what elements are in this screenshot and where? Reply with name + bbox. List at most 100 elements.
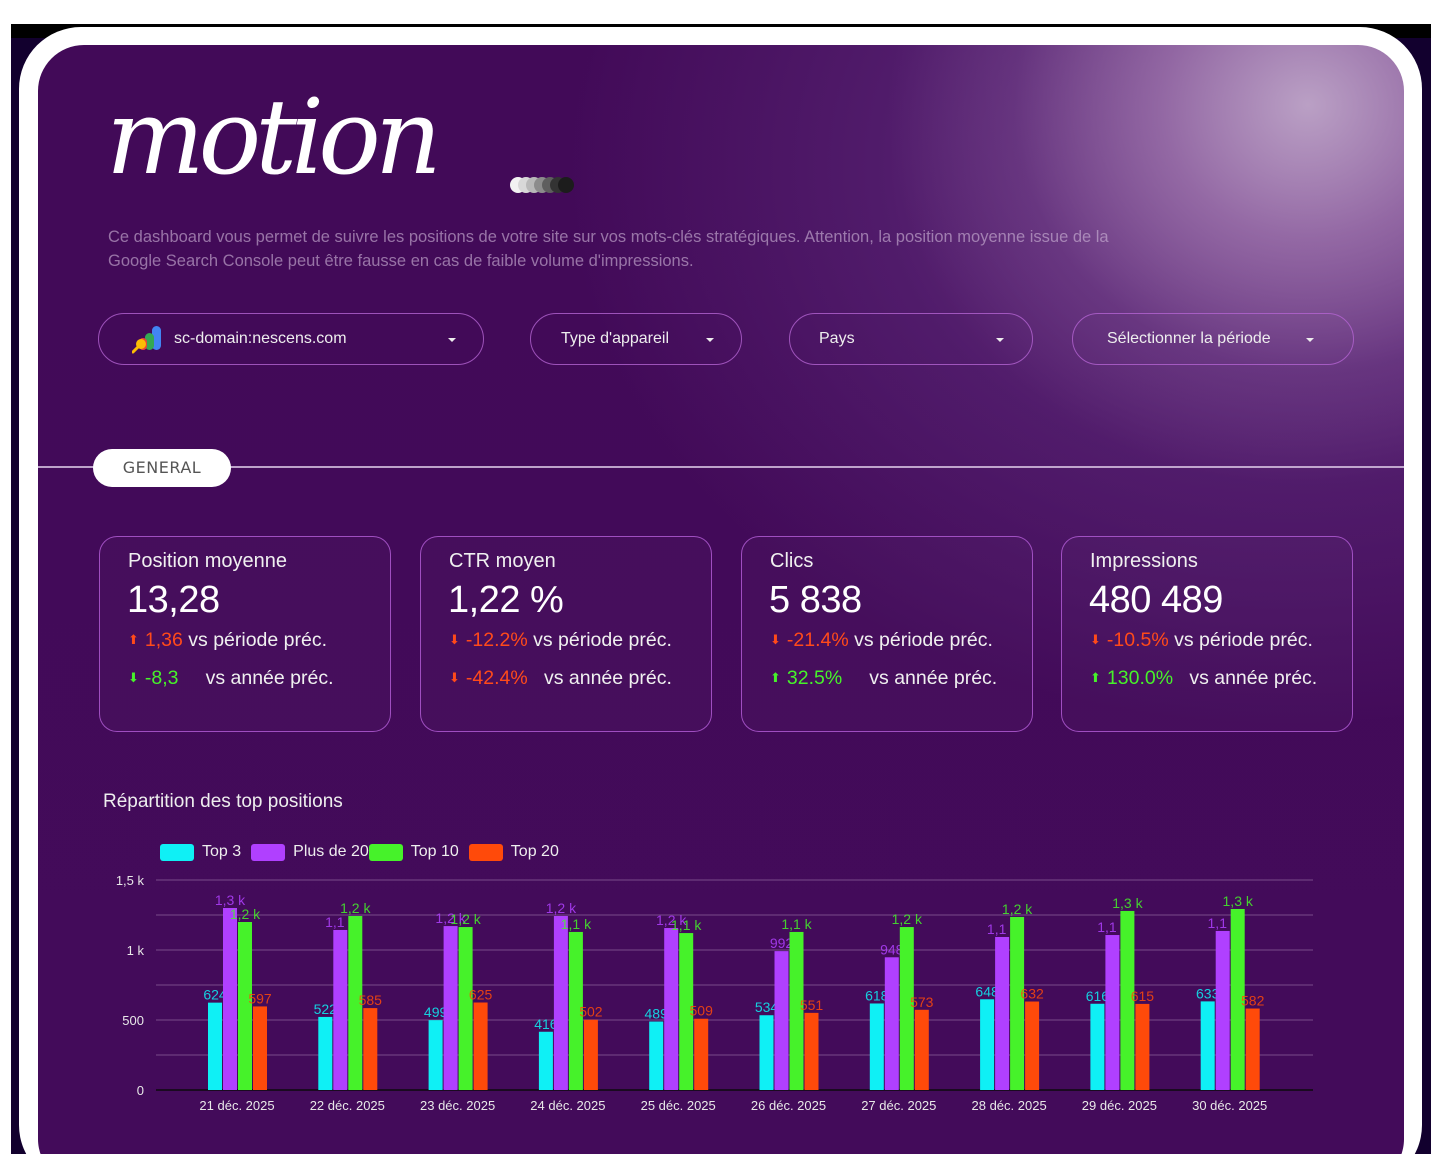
bar-top-20[interactable] <box>694 1018 709 1090</box>
bar-top-3[interactable] <box>318 1016 333 1090</box>
bar-value-label: 1,2 k <box>892 911 923 927</box>
device-type-dropdown[interactable]: Type d'appareil <box>530 313 742 365</box>
bar-top-3[interactable] <box>538 1031 553 1090</box>
bar-top-3[interactable] <box>428 1020 443 1090</box>
period-selector[interactable]: Sélectionner la période <box>1072 313 1354 365</box>
bar-value-label: 597 <box>248 990 272 1006</box>
kpi-title: Clics <box>770 550 814 572</box>
kpi-prev-year: ⬆ 32.5% vs année préc. <box>770 667 998 689</box>
kpi-prev-year: ⬇ -42.4% vs année préc. <box>449 667 672 689</box>
bar-top-20[interactable] <box>253 1006 267 1090</box>
x-tick-label: 28 déc. 2025 <box>972 1098 1047 1113</box>
kpi-title: CTR moyen <box>449 550 556 572</box>
x-tick-label: 21 déc. 2025 <box>199 1098 274 1113</box>
kpi-card-ctr: CTR moyen 1,22 % ⬇ -12.2% vs période préc… <box>420 536 712 732</box>
bar-value-label: 585 <box>359 992 383 1008</box>
kpi-prev-period: ⬇ -12.2% vs période préc. <box>449 629 672 651</box>
kpi-prev-period: ⬇ -21.4% vs période préc. <box>770 629 993 651</box>
dashboard-panel: motion Ce dashboard vous permet de suivr… <box>38 45 1404 1154</box>
country-label: Pays <box>819 330 855 347</box>
bar-value-label: 625 <box>469 987 493 1003</box>
brand-logo: motion <box>106 76 442 198</box>
y-tick-label: 0 <box>137 1083 144 1098</box>
bar-value-label: 416 <box>534 1016 558 1032</box>
bar-plus-de-20[interactable] <box>664 928 679 1090</box>
bar-top-10[interactable] <box>238 922 252 1090</box>
bar-top-20[interactable] <box>804 1012 819 1090</box>
bar-top-3[interactable] <box>649 1021 664 1090</box>
arrow-down-icon: ⬇ <box>770 632 781 647</box>
bar-top-3[interactable] <box>869 1003 884 1090</box>
bar-top-20[interactable] <box>363 1008 378 1090</box>
arrow-down-icon: ⬇ <box>449 632 460 647</box>
y-tick-label: 1 k <box>127 943 145 958</box>
kpi-prev-year: ⬇ -8,3 vs année préc. <box>128 667 334 689</box>
kpi-prev-year: ⬆ 130.0% vs année préc. <box>1090 667 1318 689</box>
bar-value-label: 615 <box>1131 988 1155 1004</box>
bar-top-10[interactable] <box>568 931 583 1090</box>
bar-plus-de-20[interactable] <box>443 926 458 1090</box>
bar-top-3[interactable] <box>759 1015 774 1090</box>
bar-top-10[interactable] <box>348 915 363 1090</box>
property-selector[interactable]: sc-domain:nescens.com <box>98 313 484 365</box>
bar-value-label: 489 <box>645 1006 669 1022</box>
google-search-console-icon <box>132 326 161 354</box>
bar-top-20[interactable] <box>1025 1001 1040 1090</box>
legend-swatch <box>160 843 194 861</box>
bar-value-label: 1,2 k <box>450 911 481 927</box>
bar-top-10[interactable] <box>1120 910 1135 1090</box>
arrow-down-icon: ⬇ <box>128 670 139 685</box>
bar-value-label: 1,3 k <box>1112 895 1143 911</box>
chevron-down-icon <box>706 338 714 342</box>
bar-plus-de-20[interactable] <box>884 957 899 1090</box>
bar-plus-de-20[interactable] <box>333 929 348 1090</box>
legend-item-top20[interactable]: Top 20 <box>468 843 559 861</box>
section-divider <box>38 466 1404 468</box>
bar-top-20[interactable] <box>1135 1003 1150 1090</box>
bar-top-20[interactable] <box>473 1002 488 1091</box>
bar-value-label: 948 <box>880 941 904 957</box>
bar-plus-de-20[interactable] <box>995 936 1010 1090</box>
bar-top-10[interactable] <box>458 927 473 1090</box>
bar-top-3[interactable] <box>208 1002 222 1090</box>
y-tick-label: 500 <box>122 1013 144 1028</box>
bar-plus-de-20[interactable] <box>774 951 789 1090</box>
arrow-down-icon: ⬇ <box>449 670 460 685</box>
bar-top-10[interactable] <box>679 933 694 1090</box>
chevron-down-icon <box>1306 338 1314 342</box>
arrow-up-icon: ⬆ <box>1090 670 1101 685</box>
bar-top-10[interactable] <box>789 931 804 1090</box>
device-type-label: Type d'appareil <box>561 330 670 347</box>
bar-plus-de-20[interactable] <box>1105 935 1120 1090</box>
bar-top-3[interactable] <box>980 999 995 1090</box>
legend-item-plus-de-20[interactable]: Plus de 20 <box>251 843 369 861</box>
chevron-down-icon <box>448 338 456 342</box>
bar-value-label: 1,3 k <box>215 892 246 908</box>
bar-top-10[interactable] <box>1010 916 1025 1090</box>
bar-top-20[interactable] <box>1245 1008 1260 1090</box>
bar-top-3[interactable] <box>1090 1003 1105 1090</box>
bar-value-label: 573 <box>910 994 934 1010</box>
bar-value-label: 1,1 k <box>561 916 592 932</box>
bar-value-label: 1,2 k <box>656 912 687 928</box>
bar-top-10[interactable] <box>899 927 914 1090</box>
arrow-down-icon: ⬇ <box>1090 632 1101 647</box>
bar-top-3[interactable] <box>1200 1001 1215 1090</box>
bar-value-label: 1,2 k <box>230 906 261 922</box>
bar-value-label: 1,2 k <box>340 900 371 916</box>
bar-plus-de-20[interactable] <box>553 915 568 1090</box>
kpi-card-clicks: Clics 5 838 ⬇ -21.4% vs période préc. ⬆ 32… <box>741 536 1033 732</box>
bar-value-label: 1,3 k <box>1223 893 1254 909</box>
bar-plus-de-20[interactable] <box>223 908 237 1090</box>
bar-plus-de-20[interactable] <box>1215 930 1230 1090</box>
bar-top-10[interactable] <box>1230 908 1245 1090</box>
country-dropdown[interactable]: Pays <box>789 313 1033 365</box>
legend-item-top3[interactable]: Top 3 <box>160 843 241 861</box>
legend-swatch <box>368 843 403 861</box>
legend-item-top10[interactable]: Top 10 <box>368 843 459 861</box>
bar-top-20[interactable] <box>583 1019 598 1090</box>
bar-value-label: 992 <box>770 935 794 951</box>
bar-value-label: 616 <box>1086 988 1110 1004</box>
bar-top-20[interactable] <box>914 1009 929 1090</box>
